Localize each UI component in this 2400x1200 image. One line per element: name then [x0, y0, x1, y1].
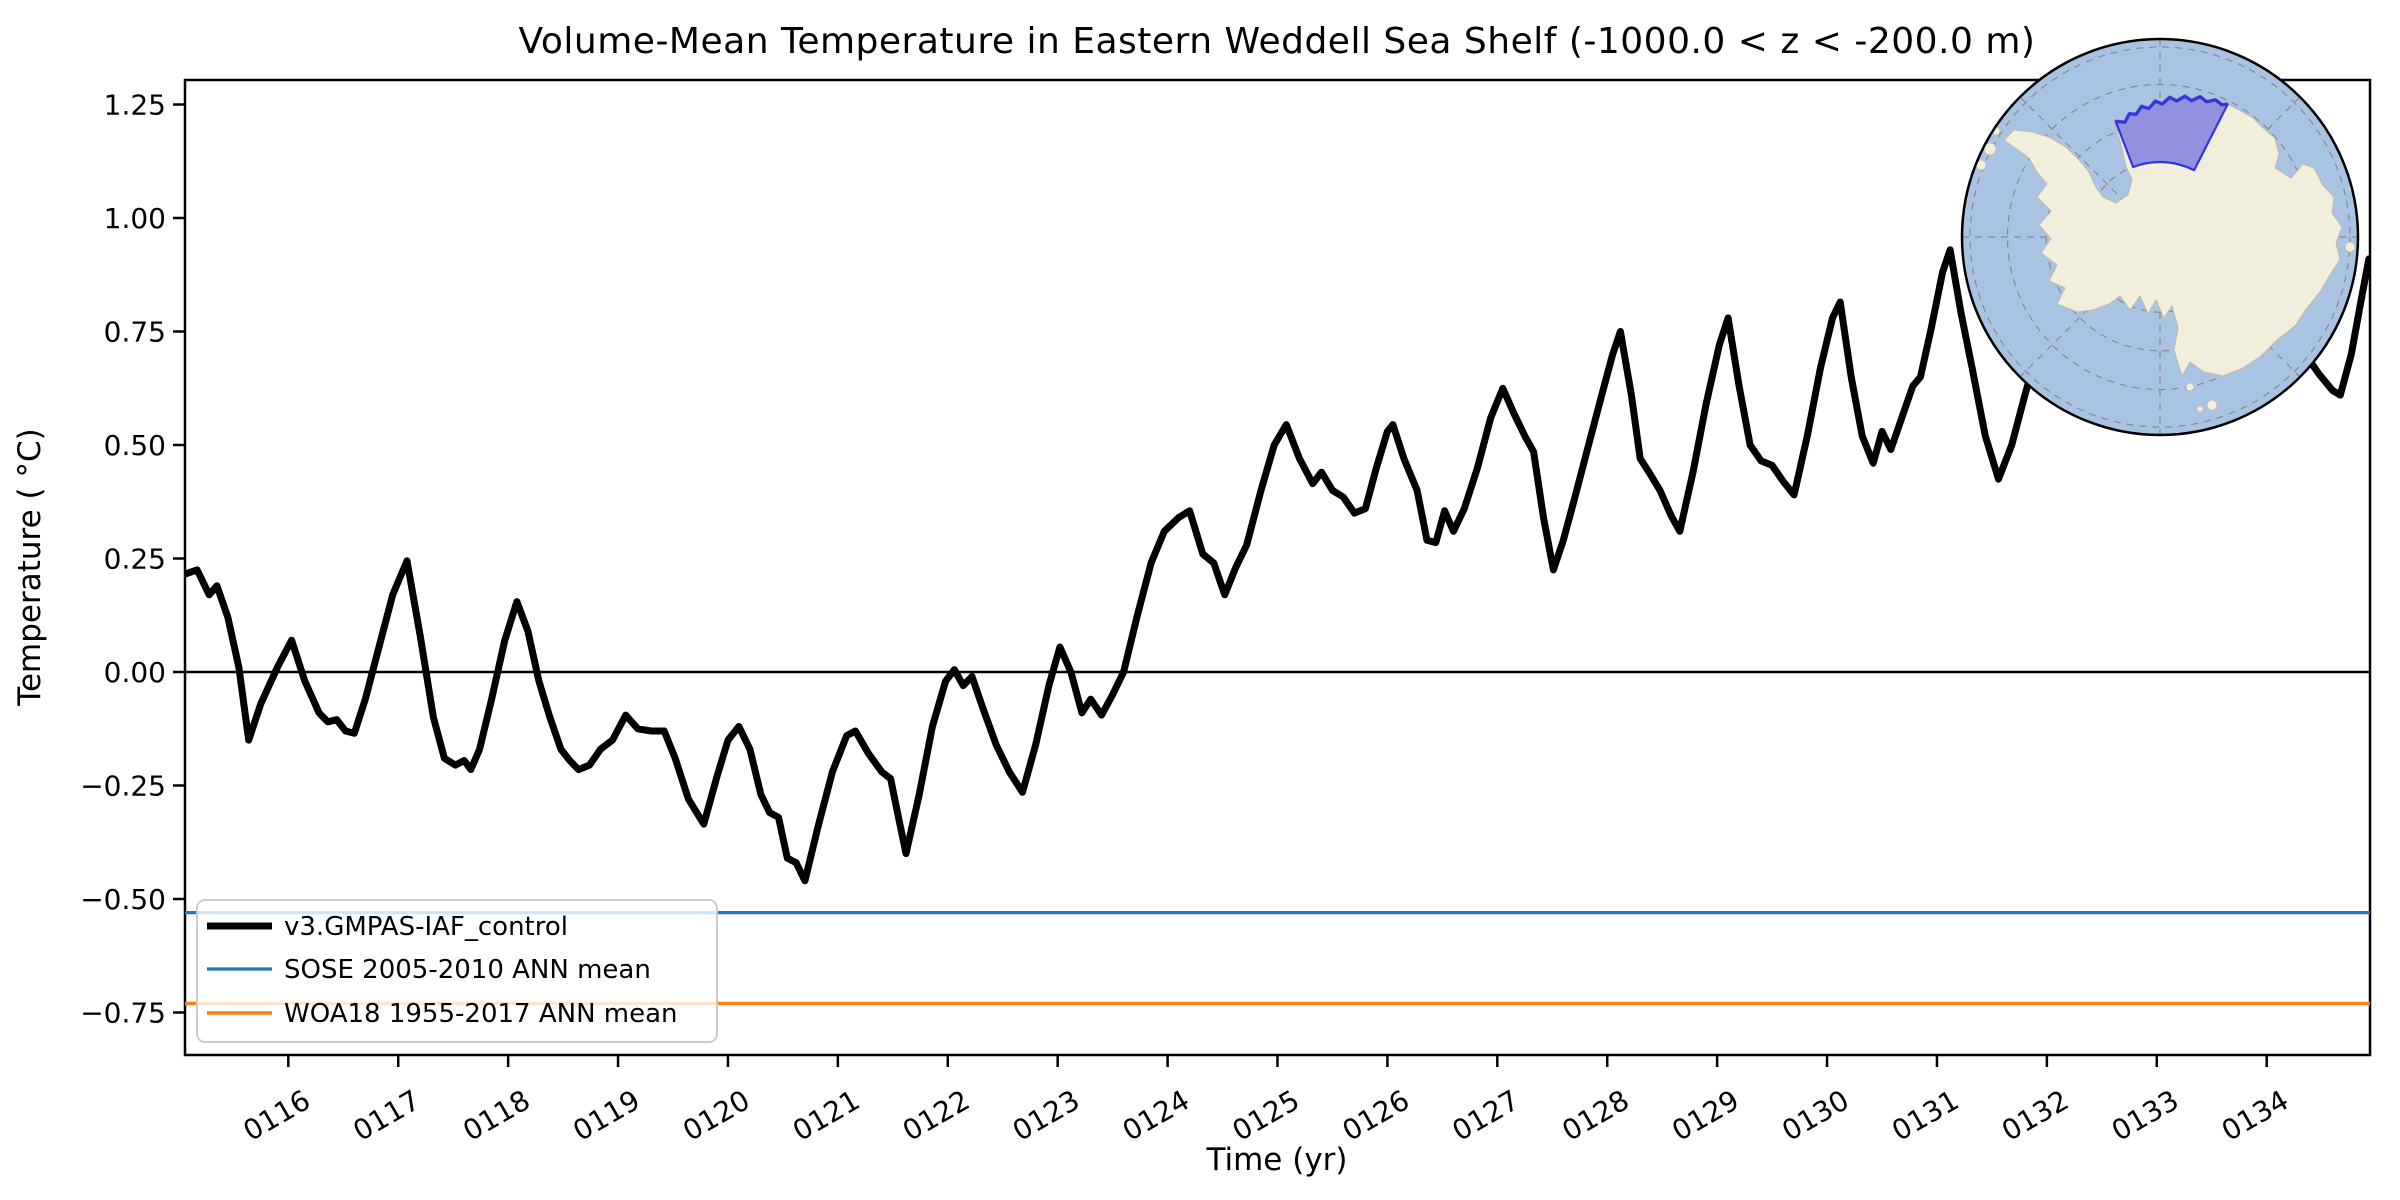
x-tick-label: 0133 [2106, 1083, 2184, 1147]
y-axis-label: Temperature ( °C) [12, 428, 48, 706]
antarctica-inset-map [1960, 37, 2360, 437]
y-tick-label: 1.25 [104, 89, 166, 122]
x-tick-label: 0132 [1996, 1083, 2074, 1147]
island [2196, 405, 2204, 413]
x-tick-label: 0134 [2216, 1083, 2294, 1147]
x-tick-label: 0123 [1007, 1083, 1085, 1147]
legend-label-woa18: WOA18 1955-2017 ANN mean [284, 999, 678, 1029]
series-line-control [185, 246, 2370, 885]
y-tick-label: −0.25 [80, 770, 166, 803]
x-tick-label: 0119 [567, 1083, 645, 1147]
island [2344, 241, 2356, 253]
y-tick-label: 0.25 [104, 543, 166, 576]
island [2185, 382, 2195, 392]
x-tick-label: 0126 [1337, 1083, 1415, 1147]
x-tick-label: 0130 [1776, 1083, 1854, 1147]
legend-box: v3.GMPAS-IAF_control SOSE 2005-2010 ANN … [196, 899, 718, 1043]
y-tick-label: 0.50 [104, 429, 166, 462]
map-outline [1960, 37, 2360, 437]
y-tick-label: −0.75 [80, 997, 166, 1030]
latitude-circle [1969, 46, 2351, 428]
x-tick-label: 0118 [457, 1083, 535, 1147]
y-tick-label: 0.75 [104, 316, 166, 349]
x-tick-label: 0120 [677, 1083, 755, 1147]
island [2206, 399, 2218, 411]
legend-label-sose: SOSE 2005-2010 ANN mean [284, 955, 651, 985]
data-series [185, 246, 2370, 885]
y-tick-label: 1.00 [104, 202, 166, 235]
y-tick-label: −0.50 [80, 883, 166, 916]
x-axis-label: Time (yr) [1206, 1142, 1348, 1178]
legend-label-control: v3.GMPAS-IAF_control [284, 912, 568, 942]
chart-title: Volume-Mean Temperature in Eastern Wedde… [519, 21, 2036, 62]
legend-frame [196, 899, 718, 1043]
x-tick-label: 0125 [1227, 1083, 1305, 1147]
x-tick-label: 0129 [1666, 1083, 1744, 1147]
x-tick-label: 0127 [1447, 1083, 1525, 1147]
x-tick-label: 0122 [897, 1083, 975, 1147]
x-tick-label: 0121 [787, 1083, 865, 1147]
study-region-coast-edge [2115, 94, 2228, 124]
x-tick-label: 0124 [1117, 1083, 1195, 1147]
x-tick-label: 0131 [1886, 1083, 1964, 1147]
y-tick-label: 0.00 [104, 656, 166, 689]
x-tick-label: 0117 [348, 1083, 426, 1147]
x-tick-label: 0116 [238, 1083, 316, 1147]
x-tick-label: 0128 [1557, 1083, 1635, 1147]
